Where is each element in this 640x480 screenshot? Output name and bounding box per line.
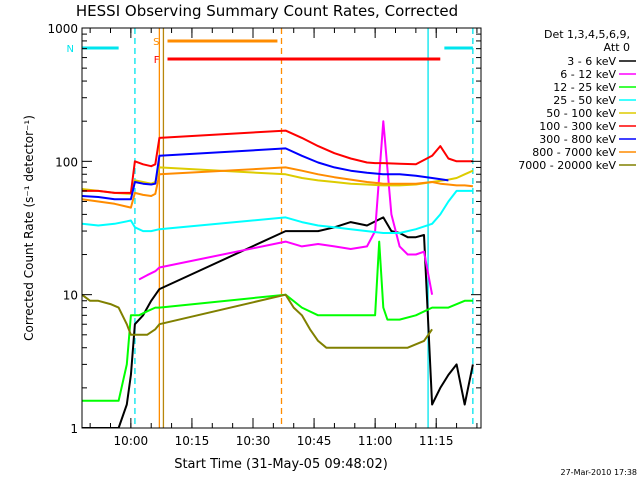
flag-label-N: N [67, 44, 74, 55]
y-tick-label: 1 [70, 422, 78, 436]
flag-label-S: S [153, 37, 159, 48]
x-tick-label: 10:30 [236, 434, 271, 448]
timestamp: 27-Mar-2010 17:38 [561, 468, 638, 477]
legend-header: Det 1,3,4,5,6,9, [544, 28, 630, 41]
plot-area [82, 28, 474, 428]
legend-label: 6 - 12 keV [560, 68, 616, 81]
legend-label: 25 - 50 keV [553, 94, 616, 107]
x-tick-label: 10:00 [114, 434, 149, 448]
y-tick-label: 10 [63, 289, 78, 303]
series-line-6 [82, 129, 473, 194]
legend-label: 3 - 6 keV [567, 55, 616, 68]
y-tick-label: 100 [55, 155, 78, 169]
series-line-2 [138, 120, 434, 295]
legend-label: 7000 - 20000 keV [518, 159, 616, 172]
y-tick-label: 1000 [47, 22, 78, 36]
axes: 1 10 100 1000 10:00 10:15 10:30 10:45 11:00 11:15 [47, 22, 481, 448]
flag-label-F: F [154, 55, 160, 66]
x-axis-label: Start Time (31-May-05 09:48:02) [174, 457, 388, 472]
x-tick-label: 11:15 [419, 434, 454, 448]
plot-frame [81, 27, 482, 429]
legend-label: 100 - 300 keV [539, 120, 616, 133]
legend-label: 800 - 7000 keV [532, 146, 616, 159]
x-tick-label: 11:00 [358, 434, 393, 448]
series-line-9 [82, 293, 433, 349]
legend-label: 12 - 25 keV [553, 81, 616, 94]
chart-title: HESSI Observing Summary Count Rates, Cor… [76, 2, 458, 20]
series-line-4 [82, 189, 473, 234]
legend-label: 300 - 800 keV [539, 133, 616, 146]
legend-label: 50 - 100 keV [546, 107, 616, 120]
y-axis-label: Corrected Count Rate (s⁻¹ detector⁻¹) [22, 115, 36, 341]
series-line-7 [82, 147, 449, 201]
legend-subheader: Att 0 [604, 41, 630, 54]
series-line-8 [82, 166, 474, 209]
series-line-3 [82, 240, 473, 402]
x-tick-label: 10:45 [297, 434, 332, 448]
x-tick-label: 10:15 [175, 434, 210, 448]
